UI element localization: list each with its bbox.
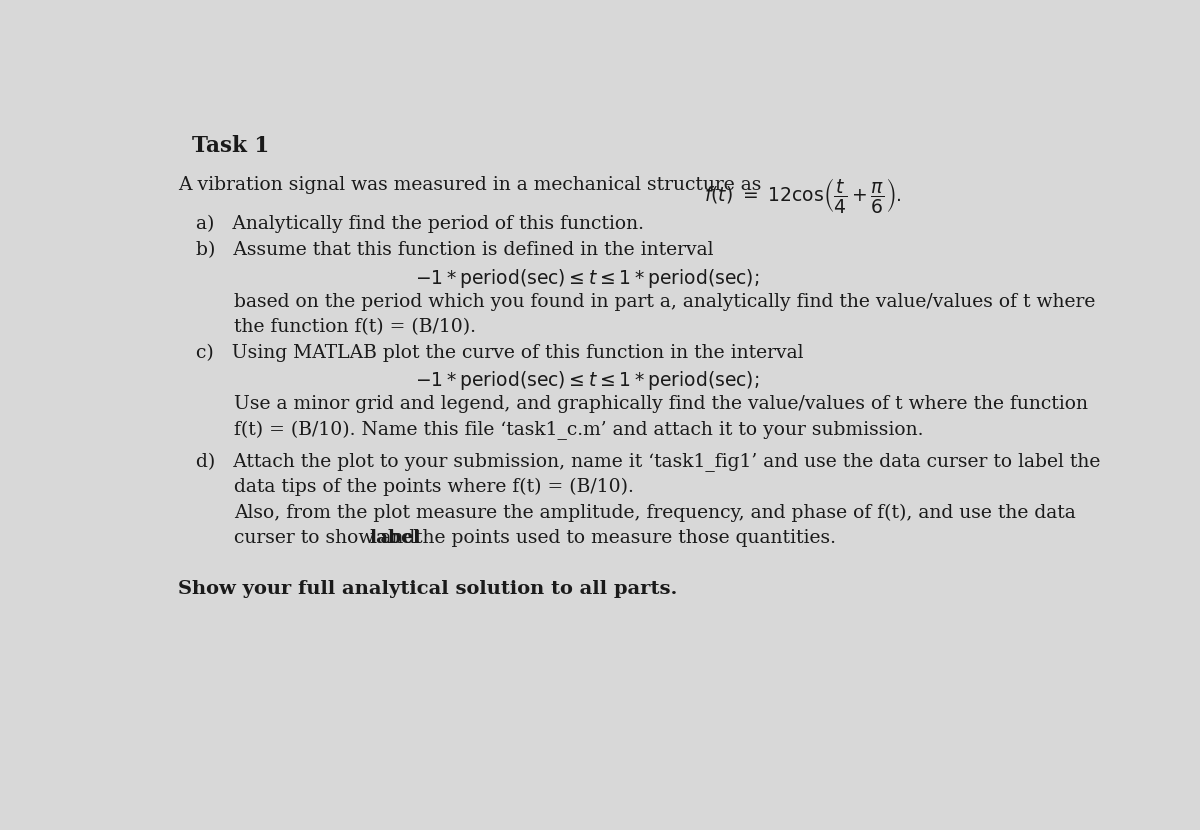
Text: d)   Attach the plot to your submission, name it ‘task1_fig1’ and use the data c: d) Attach the plot to your submission, n… <box>197 452 1100 471</box>
Text: the points used to measure those quantities.: the points used to measure those quantit… <box>409 529 836 547</box>
Text: Also, from the plot measure the amplitude, frequency, and phase of f(t), and use: Also, from the plot measure the amplitud… <box>234 504 1075 522</box>
Text: Task 1: Task 1 <box>192 134 269 157</box>
Text: Use a minor grid and legend, and graphically find the value/values of t where th: Use a minor grid and legend, and graphic… <box>234 395 1087 413</box>
Text: $-1 * \mathrm{period(sec)} \leq t \leq 1 * \mathrm{period(sec)};$: $-1 * \mathrm{period(sec)} \leq t \leq 1… <box>415 267 760 290</box>
Text: label: label <box>370 529 420 547</box>
Text: f(t) = (B/10). Name this file ‘task1_c.m’ and attach it to your submission.: f(t) = (B/10). Name this file ‘task1_c.m… <box>234 421 923 440</box>
Text: Show your full analytical solution to all parts.: Show your full analytical solution to al… <box>178 580 677 598</box>
Text: a)   Analytically find the period of this function.: a) Analytically find the period of this … <box>197 215 644 233</box>
Text: the function f(t) = (B/10).: the function f(t) = (B/10). <box>234 318 475 336</box>
Text: $f(t) \ = \ 12\cos\!\left(\dfrac{t}{4}+\dfrac{\pi}{6}\right).$: $f(t) \ = \ 12\cos\!\left(\dfrac{t}{4}+\… <box>704 176 902 215</box>
Text: data tips of the points where f(t) = (B/10).: data tips of the points where f(t) = (B/… <box>234 478 634 496</box>
Text: $-1 * \mathrm{period(sec)} \leq t \leq 1 * \mathrm{period(sec)};$: $-1 * \mathrm{period(sec)} \leq t \leq 1… <box>415 369 760 393</box>
Text: based on the period which you found in part a, analytically find the value/value: based on the period which you found in p… <box>234 293 1096 310</box>
Text: b)   Assume that this function is defined in the interval: b) Assume that this function is defined … <box>197 242 714 260</box>
Text: A vibration signal was measured in a mechanical structure as: A vibration signal was measured in a mec… <box>178 176 773 194</box>
Text: curser to show and: curser to show and <box>234 529 421 547</box>
Text: c)   Using MATLAB plot the curve of this function in the interval: c) Using MATLAB plot the curve of this f… <box>197 344 804 362</box>
